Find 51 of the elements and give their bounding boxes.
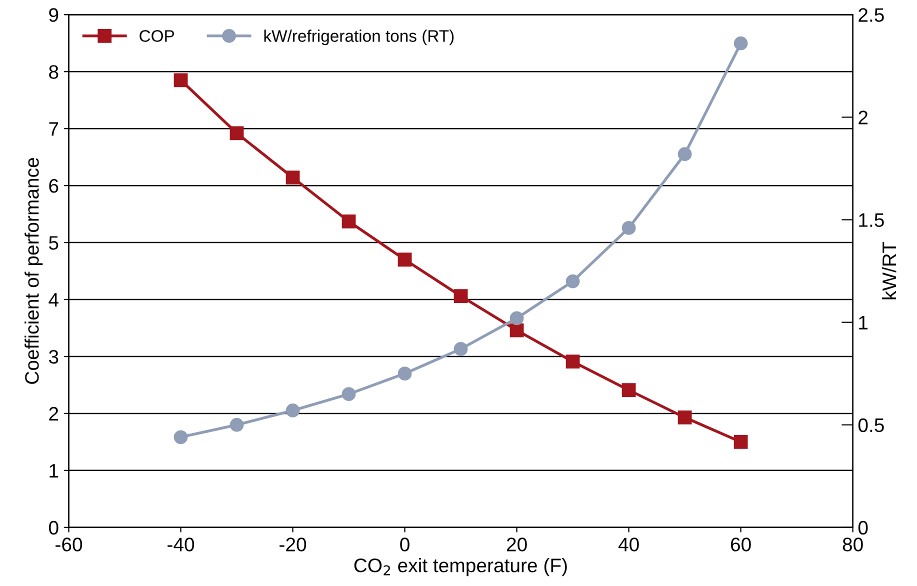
x-tick-label: 0 — [400, 538, 410, 552]
point — [398, 252, 412, 267]
y-tick-label: 4 — [48, 293, 58, 307]
y-tick-label: 8 — [49, 65, 58, 79]
y2-tick-label: 2 — [858, 110, 868, 124]
y-tick-label: 9 — [49, 8, 58, 22]
x-tick-label: -60 — [56, 538, 82, 552]
y2-tick-label: 2.5 — [858, 8, 884, 22]
point — [734, 434, 748, 449]
point — [174, 430, 188, 444]
legend-label: COP — [140, 30, 174, 42]
point — [454, 289, 468, 304]
y-tick-label: 2 — [49, 406, 58, 420]
point — [230, 418, 244, 432]
point — [342, 214, 356, 228]
y-axis-title: Coefficient of performance — [24, 158, 43, 384]
point — [622, 221, 636, 235]
point — [342, 387, 356, 402]
legend-label: kW/refrigeration tons (RT) — [264, 30, 454, 46]
point — [398, 366, 412, 381]
point — [678, 410, 692, 424]
point — [566, 354, 580, 369]
y2-tick-label: 0 — [858, 520, 868, 535]
x-tick-label: 40 — [618, 538, 639, 552]
point — [566, 274, 580, 288]
y-tick-label: 3 — [48, 350, 58, 364]
y2-axis-title: kW/RT — [882, 242, 896, 300]
point — [678, 147, 692, 162]
y2-tick-label: 1.5 — [859, 213, 884, 227]
point — [286, 404, 300, 418]
point — [510, 311, 524, 326]
y-tick-label: 7 — [49, 122, 58, 136]
point — [286, 170, 300, 185]
x-tick-label: -20 — [280, 538, 306, 552]
point — [454, 342, 468, 356]
x-tick-label: 80 — [842, 538, 863, 552]
y-tick-label: 5 — [49, 236, 58, 250]
x-tick-label: 60 — [730, 538, 751, 552]
x-tick-label: 20 — [506, 538, 527, 552]
point — [510, 323, 524, 338]
y-tick-label: 6 — [49, 179, 58, 193]
x-axis-title: CO$_{2}$ exit temperature (F) — [354, 558, 567, 576]
point — [230, 126, 244, 140]
point — [734, 36, 748, 50]
y-tick-label: 1 — [50, 464, 58, 478]
y2-tick-label: 0.5 — [858, 418, 884, 432]
point — [622, 383, 636, 398]
y-tick-label: 0 — [49, 520, 58, 535]
y2-tick-label: 1 — [859, 316, 868, 330]
point — [174, 73, 188, 88]
x-tick-label: -40 — [168, 538, 194, 552]
